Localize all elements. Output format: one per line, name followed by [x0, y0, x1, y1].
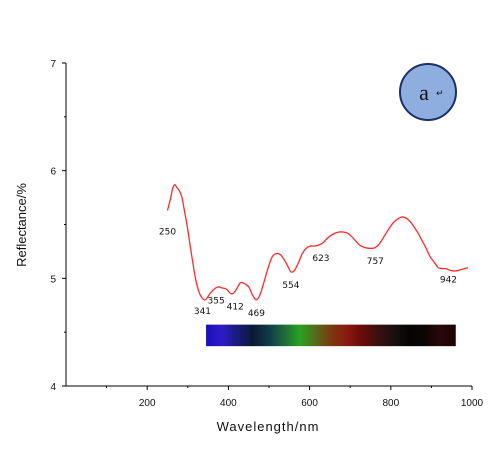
badge-circle: [399, 63, 457, 121]
badge-return-mark: ↵: [436, 88, 444, 98]
y-tick-label: 4: [50, 382, 56, 393]
x-tick-label: 800: [382, 398, 399, 409]
y-tick-label: 5: [50, 274, 56, 285]
annotation-label: 942: [440, 276, 457, 286]
x-tick-label: 400: [220, 398, 237, 409]
spectrum-rect: [206, 324, 456, 347]
annotation-label: 554: [282, 281, 299, 291]
annotation-label: 757: [367, 257, 384, 267]
y-tick-label: 7: [50, 59, 56, 70]
annotation-label: 355: [208, 296, 225, 306]
annotation-label: 341: [194, 307, 211, 317]
series-layer: [166, 184, 469, 301]
label-badge: a ↵: [399, 63, 457, 121]
x-tick-label: 200: [139, 398, 156, 409]
badge-letter: a: [419, 80, 429, 105]
axes: 4 5 6 7 200 400 600 800 1000: [50, 59, 483, 409]
reflectance-series-line: [166, 184, 469, 301]
y-axis-label: Reflectance/%: [14, 183, 29, 267]
x-tick-label: 1000: [461, 398, 484, 409]
color-spectrum-bar: [206, 324, 456, 347]
y-tick-label: 6: [50, 167, 56, 178]
annotation-label: 623: [312, 254, 329, 264]
annotation-label: 469: [248, 309, 265, 319]
annotation-label: 412: [227, 302, 244, 312]
annotation-label: 250: [159, 228, 176, 238]
x-tick-label: 600: [301, 398, 318, 409]
x-axis-label: Wavelength/nm: [217, 419, 320, 434]
